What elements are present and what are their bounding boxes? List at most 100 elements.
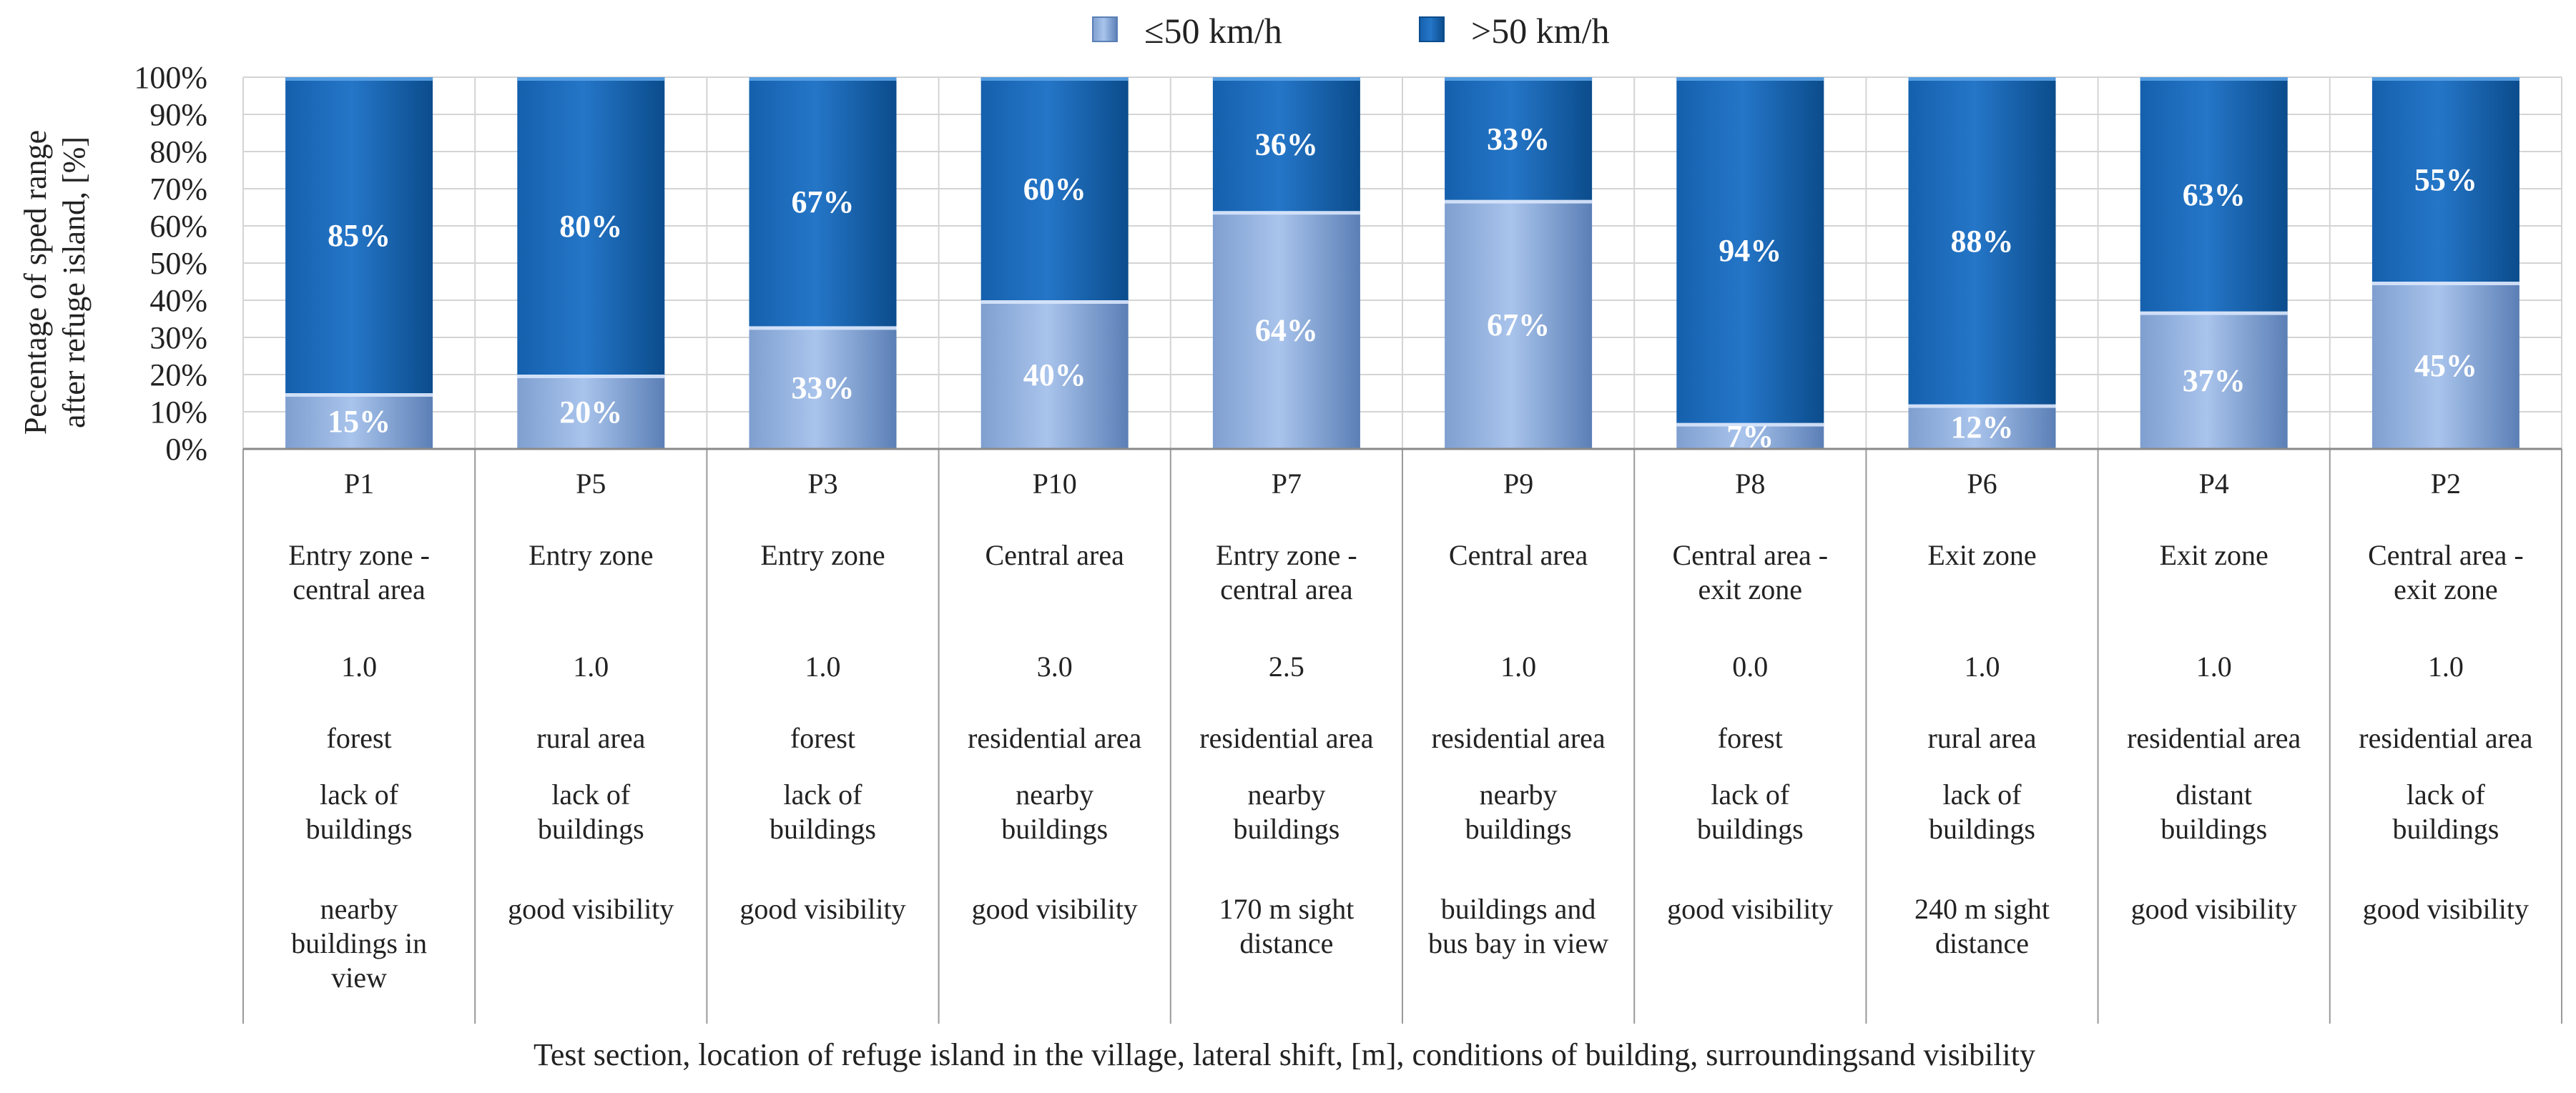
table-cell-visibility: nearby (320, 893, 398, 925)
table-cell-location: central area (1220, 573, 1353, 605)
data-label: 85% (328, 218, 390, 253)
table-cell-visibility: view (331, 961, 387, 994)
bar-segment-highlight (2371, 282, 2520, 285)
table-cell-visibility: buildings and (1441, 893, 1596, 925)
data-label: 40% (1023, 357, 1086, 392)
bar-segment-highlight (2140, 77, 2288, 81)
table-cell-building: buildings (1929, 813, 2035, 845)
y-axis-ticks: 0%10%20%30%40%50%60%70%80%90%100% (134, 60, 207, 467)
y-tick-label: 50% (149, 246, 207, 281)
table-cell-visibility: good visibility (508, 893, 674, 925)
table-cell-surroundings: forest (790, 722, 855, 754)
table-cell-surroundings: rural area (536, 722, 645, 754)
table-cell-visibility: good visibility (1667, 893, 1833, 925)
bar-segment-low-p1 (285, 393, 433, 449)
table-cell-location: Entry zone - (288, 539, 430, 571)
bar-segment-high-p2 (2371, 77, 2520, 282)
table-cell-building: lack of (1943, 778, 2022, 811)
data-label: 33% (792, 370, 855, 405)
category-label: P4 (2199, 468, 2229, 500)
category-label: P2 (2431, 468, 2461, 500)
table-cell-building: buildings (1001, 813, 1108, 845)
bar-segment-high-p1 (285, 77, 433, 393)
bar-segment-high-p4 (2140, 77, 2288, 312)
bar-segment-highlight (517, 375, 665, 378)
category-label: P3 (807, 468, 837, 500)
table-cell-visibility: good visibility (2131, 893, 2297, 925)
bar-segment-highlight (285, 393, 433, 397)
bar-segment-low-p6 (1908, 404, 2056, 449)
legend: ≤50 km/h >50 km/h (1092, 11, 1609, 51)
bar-segment-high-p9 (1445, 77, 1593, 200)
bar-segment-low-p3 (749, 326, 897, 449)
bar-segment-highlight (980, 77, 1129, 81)
bar-segment-highlight (1908, 404, 2056, 408)
table-cell-visibility: 170 m sight (1219, 893, 1354, 925)
data-label: 36% (1255, 127, 1318, 162)
table-cell-location: Central area (1449, 539, 1588, 571)
data-label: 20% (559, 395, 622, 430)
bar-segment-low-p9 (1445, 199, 1593, 449)
data-label: 63% (2183, 177, 2246, 212)
table-cell-lateral-shift: 1.0 (1965, 651, 2000, 683)
table-cell-surroundings: residential area (2359, 722, 2532, 754)
data-label: 45% (2414, 348, 2477, 383)
bar-segment-highlight (1445, 77, 1593, 81)
bar-segment-low-p8 (1676, 422, 1824, 449)
table-cell-building: nearby (1480, 778, 1558, 811)
y-axis-label-line-1: Pecentage of sped range (18, 130, 53, 435)
bar-segment-high-p3 (749, 77, 897, 327)
data-label: 88% (1951, 224, 2014, 259)
table-cell-location: Exit zone (2160, 539, 2268, 571)
table-cell-surroundings: residential area (1432, 722, 1606, 754)
y-tick-label: 80% (149, 134, 207, 169)
bar-segment-highlight (1212, 211, 1360, 215)
table-cell-location: Central area - (2368, 539, 2524, 571)
table-cell-visibility: good visibility (2363, 893, 2529, 925)
bar-segment-highlight (980, 300, 1129, 304)
legend-label-low: ≤50 km/h (1144, 11, 1282, 51)
bar-segment-high-p7 (1212, 77, 1360, 212)
category-label: P7 (1272, 468, 1302, 500)
table-cell-lateral-shift: 1.0 (341, 651, 377, 683)
category-label: P9 (1503, 468, 1533, 500)
bar-segment-highlight (749, 77, 897, 81)
table-cell-building: buildings (306, 813, 413, 845)
table-cell-surroundings: forest (1718, 722, 1783, 754)
table-cell-building: lack of (320, 778, 399, 811)
bar-segment-highlight (2371, 77, 2520, 81)
table-cell-visibility: good visibility (972, 893, 1138, 925)
bar-segment-high-p6 (1908, 77, 2056, 405)
table-cell-location: Entry zone (529, 539, 653, 571)
table-cell-visibility: distance (1239, 927, 1333, 959)
legend-swatch-low (1092, 16, 1118, 42)
y-tick-label: 100% (134, 60, 207, 95)
legend-label-high: >50 km/h (1471, 11, 1609, 51)
table-cell-location: Central area - (1672, 539, 1828, 571)
table-cell-building: buildings (1465, 813, 1572, 845)
y-tick-label: 10% (149, 395, 207, 430)
table-cell-surroundings: residential area (2127, 722, 2301, 754)
bar-segment-low-p2 (2371, 282, 2520, 449)
table-cell-building: lack of (1711, 778, 1790, 811)
y-tick-label: 70% (149, 172, 207, 207)
table-cell-location: Entry zone - (1216, 539, 1357, 571)
table-cell-building: lack of (2407, 778, 2486, 811)
table-cell-location: Central area (985, 539, 1125, 571)
table-cell-location: Exit zone (1927, 539, 2036, 571)
table-cell-location: exit zone (1699, 573, 1803, 605)
bar-segment-low-p10 (980, 300, 1129, 449)
table-cell-lateral-shift: 1.0 (573, 651, 609, 683)
y-axis-label-line-2: after refuge island, [%] (56, 137, 92, 428)
table-cell-lateral-shift: 0.0 (1732, 651, 1768, 683)
bar-segment-highlight (1445, 199, 1593, 204)
data-label: 15% (328, 404, 390, 439)
table-cell-lateral-shift: 1.0 (2196, 651, 2232, 683)
legend-swatch-high (1419, 16, 1445, 42)
bar-segment-high-p5 (517, 77, 665, 375)
y-tick-label: 0% (165, 432, 207, 467)
table-cell-building: lack of (551, 778, 631, 811)
table-cell-building: nearby (1016, 778, 1093, 811)
data-label: 12% (1951, 410, 2014, 445)
